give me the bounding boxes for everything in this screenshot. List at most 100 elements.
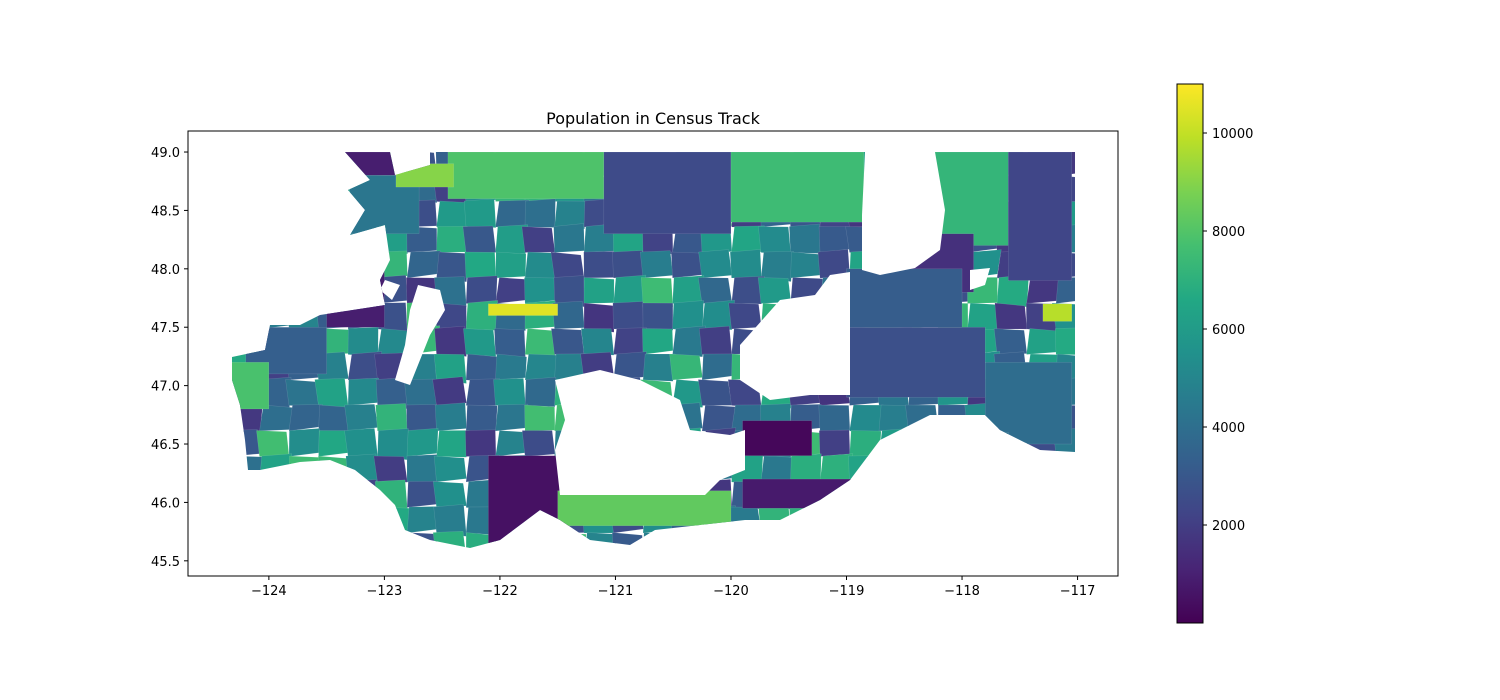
census-tract xyxy=(259,275,292,304)
blank-area-north-central xyxy=(862,152,945,275)
census-region-8 xyxy=(1008,152,1072,281)
colorbar: 2000 4000 6000 8000 10000 xyxy=(1176,83,1253,624)
census-tract xyxy=(495,277,530,304)
census-tract xyxy=(464,251,497,280)
census-tract xyxy=(232,200,261,229)
census-tract xyxy=(1051,481,1075,508)
census-tract xyxy=(937,505,973,534)
colorbar-ticks: 2000 4000 6000 8000 10000 xyxy=(1203,127,1253,534)
census-tract xyxy=(698,249,733,279)
census-tract xyxy=(642,328,674,355)
census-tract xyxy=(1082,379,1116,405)
census-tract xyxy=(701,300,735,330)
x-tick-label: −124 xyxy=(251,584,287,599)
census-tract xyxy=(463,328,497,357)
census-tract xyxy=(1054,506,1075,535)
census-tract xyxy=(494,328,526,358)
census-tract xyxy=(465,378,500,406)
census-tract xyxy=(1026,328,1060,355)
census-tract xyxy=(288,173,322,202)
census-tract xyxy=(376,250,408,279)
census-tract xyxy=(285,224,320,253)
census-tract xyxy=(285,379,320,407)
y-tick-label: 45.5 xyxy=(151,555,180,570)
census-tract xyxy=(1023,481,1057,508)
washington-state-map xyxy=(232,152,1119,548)
census-tract xyxy=(464,198,497,228)
census-tract xyxy=(996,481,1028,508)
census-tract xyxy=(232,174,261,202)
census-tract xyxy=(937,404,969,432)
census-tract xyxy=(994,302,1028,330)
census-region-5 xyxy=(603,152,732,234)
census-tract xyxy=(288,504,320,534)
census-tract xyxy=(672,325,706,358)
census-tract xyxy=(257,506,290,536)
census-region-1 xyxy=(326,152,397,176)
census-tract xyxy=(612,532,644,548)
census-tract xyxy=(789,223,821,254)
census-tract xyxy=(908,430,942,460)
census-tract xyxy=(551,328,585,357)
census-tract xyxy=(612,301,644,330)
x-tick-label: −119 xyxy=(829,584,865,599)
chart-title: Population in Census Track xyxy=(546,109,760,128)
census-tract xyxy=(1086,428,1119,459)
census-tract xyxy=(345,479,379,512)
census-tract xyxy=(612,250,644,279)
census-tract xyxy=(288,428,320,457)
census-tract xyxy=(232,429,261,457)
census-tract xyxy=(848,455,880,484)
blank-area-east xyxy=(970,268,990,290)
census-tract xyxy=(436,226,468,253)
census-tract xyxy=(288,455,320,483)
census-tract xyxy=(288,404,323,432)
census-tract xyxy=(232,251,264,279)
census-tract xyxy=(583,277,615,304)
census-tract xyxy=(435,402,467,432)
census-tract xyxy=(878,428,913,457)
census-tract xyxy=(406,404,438,433)
census-tract xyxy=(640,250,674,279)
census-tract xyxy=(849,481,881,508)
census-tract xyxy=(583,532,618,548)
census-tract xyxy=(993,455,1028,483)
census-tract xyxy=(433,353,467,384)
census-tract xyxy=(642,532,675,548)
census-tract xyxy=(524,530,558,548)
census-tract xyxy=(406,481,439,508)
census-tract xyxy=(433,455,467,483)
census-tract xyxy=(966,504,998,534)
census-tract xyxy=(315,276,349,304)
census-tract xyxy=(347,532,379,548)
puget-sound-water xyxy=(395,285,445,385)
y-axis: 45.5 46.0 46.5 47.0 47.5 48.0 48.5 49.0 xyxy=(151,146,188,570)
census-tract xyxy=(698,379,733,406)
census-tract xyxy=(347,277,379,304)
census-tract xyxy=(907,506,939,534)
census-tract xyxy=(288,530,321,548)
census-tract xyxy=(432,531,467,548)
census-tract xyxy=(318,455,349,483)
census-region-14 xyxy=(557,490,732,526)
census-tract xyxy=(259,481,291,512)
x-tick-label: −120 xyxy=(713,584,749,599)
census-tract xyxy=(465,404,498,432)
census-tract xyxy=(433,481,467,508)
census-tract xyxy=(1082,199,1116,227)
x-tick-label: −118 xyxy=(944,584,980,599)
census-region-15 xyxy=(742,420,812,456)
census-tract xyxy=(878,532,912,548)
census-tract xyxy=(344,428,379,459)
census-tract xyxy=(436,251,470,283)
census-tract xyxy=(967,428,1000,459)
census-tract xyxy=(1082,252,1115,281)
census-tract xyxy=(495,353,527,381)
census-tract xyxy=(318,250,353,282)
census-tract xyxy=(554,200,588,230)
census-tract xyxy=(344,404,379,432)
census-tract xyxy=(377,428,409,461)
y-tick-label: 47.0 xyxy=(151,380,180,395)
census-tract xyxy=(524,277,556,304)
census-tract xyxy=(1082,227,1116,254)
